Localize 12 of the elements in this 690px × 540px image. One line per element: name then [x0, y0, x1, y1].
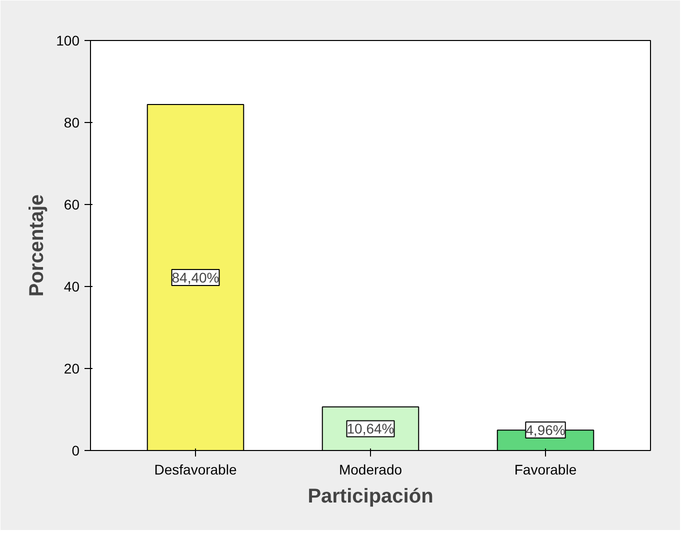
y-tick-label: 20: [64, 360, 80, 376]
x-axis-title: Participación: [308, 486, 434, 508]
x-tick-label: Desfavorable: [154, 462, 237, 478]
y-tick-label: 80: [64, 114, 80, 130]
data-label: 4,96%: [526, 422, 566, 438]
y-tick-label: 60: [64, 196, 80, 212]
x-tick-label: Moderado: [338, 462, 402, 478]
y-tick-label: 0: [72, 442, 80, 458]
x-tick-label: Favorable: [514, 462, 577, 478]
y-axis-title: Porcentaje: [26, 194, 48, 297]
y-tick-label: 40: [64, 278, 80, 294]
y-tick-label: 100: [56, 32, 80, 48]
